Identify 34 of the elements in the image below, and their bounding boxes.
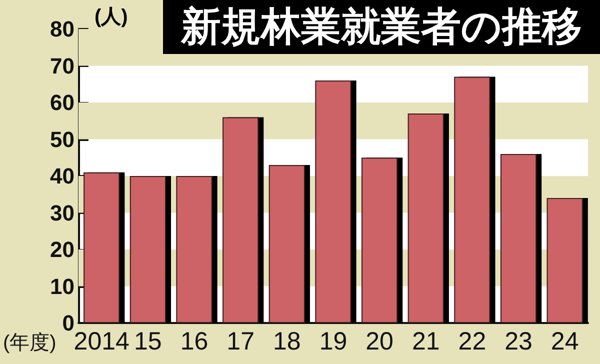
bar: [500, 154, 537, 323]
x-tick-label: 16: [180, 328, 208, 356]
bar: [546, 198, 583, 323]
bar: [315, 80, 352, 323]
chart-title: 新規林業就業者の推移: [180, 5, 582, 49]
bar: [130, 176, 166, 323]
bar: [84, 172, 120, 323]
x-tick-label: 15: [134, 328, 162, 356]
y-tick-label: 60: [50, 90, 74, 115]
x-tick-label: 18: [273, 328, 301, 356]
bar: [176, 176, 212, 323]
y-axis-title: (人): [94, 6, 128, 28]
y-tick-label: 50: [50, 126, 74, 152]
y-tick-label: 30: [50, 200, 74, 226]
bar: [361, 158, 398, 323]
x-tick-label: 2014: [74, 328, 130, 356]
bar: [454, 76, 490, 323]
x-tick-label: 24: [550, 328, 579, 356]
x-axis-title: (年度): [2, 332, 56, 354]
x-tick-label: 20: [366, 328, 394, 356]
x-tick-label: 17: [226, 328, 254, 356]
bar: [408, 114, 444, 323]
bar: [222, 117, 259, 323]
y-tick-label: 70: [50, 53, 74, 78]
bar: [268, 164, 305, 323]
x-tick-label: 19: [319, 328, 348, 356]
y-tick-label: 20: [50, 237, 74, 262]
x-tick-label: 23: [504, 328, 532, 356]
y-tick-label: 40: [50, 164, 74, 188]
y-tick-label: 0: [62, 310, 74, 336]
y-tick-label: 80: [50, 16, 74, 42]
y-tick-label: 10: [50, 274, 74, 299]
x-tick-label: 22: [458, 328, 486, 356]
x-tick-label: 21: [412, 328, 440, 356]
